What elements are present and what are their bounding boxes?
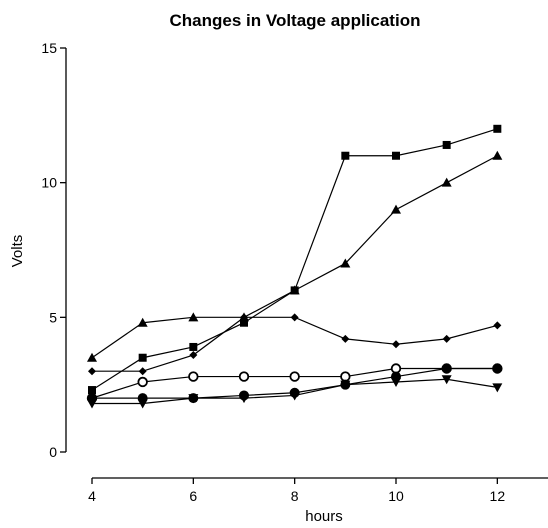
series-5-point-12: [492, 363, 503, 374]
series-3-point-7: [240, 313, 248, 322]
y-tick-label-10: 10: [41, 175, 57, 191]
x-tick-label-4: 4: [88, 488, 96, 504]
series-2-line: [91, 155, 498, 359]
series-3-point-12: [493, 321, 502, 330]
series-2-point-4: [87, 352, 97, 362]
series-1-point-12: [493, 124, 502, 133]
series-2: [87, 150, 503, 362]
series-6-point-12: [492, 383, 503, 393]
x-axis-label: hours: [305, 508, 343, 523]
series-6-point-11: [441, 375, 452, 385]
series-1-point-10: [392, 151, 400, 160]
series-2-point-6: [188, 312, 199, 322]
series-1-point-5: [138, 353, 147, 362]
x-tick-label-6: 6: [189, 488, 197, 504]
series-2-point-9: [340, 258, 351, 268]
series-1-point-4: [88, 386, 96, 395]
axes: 0 5 10 15 4 6 8 10 12: [41, 40, 548, 504]
series-3-line: [92, 316, 498, 372]
chart-title: Changes in Voltage application: [170, 11, 421, 30]
x-tick-label-12: 12: [490, 488, 506, 504]
series-2-point-10: [391, 204, 401, 214]
series-5-point-11: [441, 363, 452, 374]
series-3-point-9: [341, 334, 350, 343]
series-6-point-4: [87, 399, 97, 409]
series-layer: [86, 124, 503, 409]
series-2-point-5: [137, 317, 148, 327]
series-4-point-10: [390, 363, 402, 374]
y-tick-label-0: 0: [49, 444, 57, 460]
series-4-point-6: [188, 371, 199, 382]
y-axis-label: Volts: [9, 235, 26, 268]
y-tick-label-5: 5: [49, 309, 57, 325]
series-2-point-12: [492, 150, 503, 160]
series-6-point-10: [391, 377, 401, 387]
series-4-point-9: [340, 371, 351, 382]
series-1: [88, 124, 502, 395]
series-3-point-8: [290, 313, 299, 322]
series-6-point-6: [188, 394, 199, 404]
x-tick-label-10: 10: [388, 488, 404, 504]
series-2-point-11: [441, 177, 452, 187]
series-6-point-5: [137, 399, 148, 409]
series-6: [87, 375, 503, 409]
x-tick-label-8: 8: [291, 488, 299, 504]
series-4-point-7: [238, 371, 250, 382]
series-1-point-11: [442, 140, 451, 149]
series-3-point-5: [138, 367, 147, 376]
series-1-line: [91, 128, 498, 391]
series-1-point-7: [240, 318, 248, 327]
series-6-point-7: [239, 394, 249, 404]
series-4-point-5: [137, 376, 148, 388]
series-6-point-8: [289, 391, 300, 401]
y-tick-label-15: 15: [41, 40, 57, 56]
series-2-point-8: [289, 285, 300, 295]
series-3-point-11: [442, 334, 451, 343]
series-4-point-8: [289, 371, 300, 382]
series-6-point-9: [340, 380, 351, 390]
series-3: [88, 313, 502, 376]
series-3-point-10: [392, 340, 400, 349]
series-1-point-9: [341, 151, 350, 160]
series-1-point-6: [189, 342, 198, 351]
series-3-point-4: [88, 367, 96, 376]
series-3-point-6: [189, 351, 198, 360]
